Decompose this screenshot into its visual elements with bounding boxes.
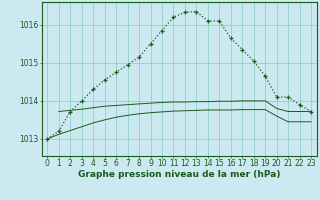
X-axis label: Graphe pression niveau de la mer (hPa): Graphe pression niveau de la mer (hPa) [78, 170, 280, 179]
